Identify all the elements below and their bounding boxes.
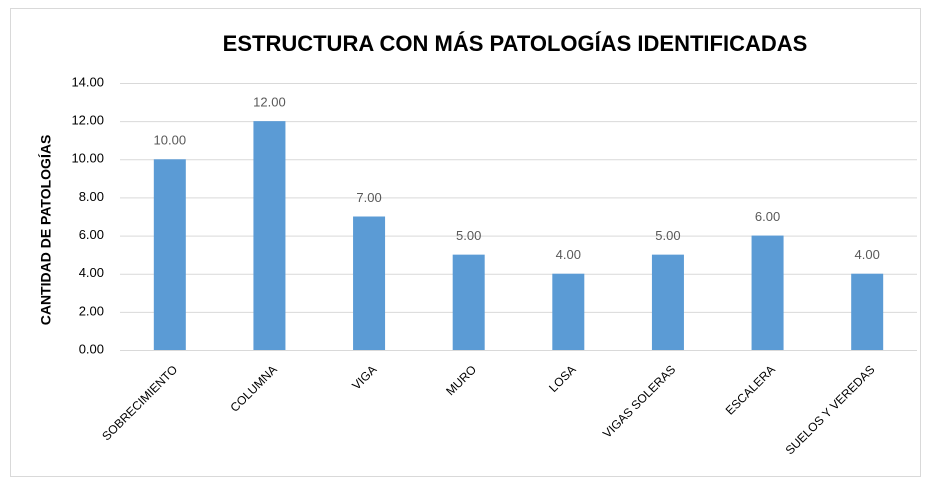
data-label: 7.00	[356, 190, 381, 205]
data-label: 6.00	[755, 209, 780, 224]
y-tick-label: 8.00	[79, 189, 104, 204]
chart-title: ESTRUCTURA CON MÁS PATOLOGÍAS IDENTIFICA…	[223, 31, 808, 56]
y-tick-label: 4.00	[79, 265, 104, 280]
data-label: 5.00	[655, 228, 680, 243]
data-label: 12.00	[253, 95, 286, 110]
y-tick-label: 6.00	[79, 227, 104, 242]
data-label: 5.00	[456, 228, 481, 243]
bar	[253, 121, 286, 351]
bar	[552, 273, 585, 350]
bar	[452, 254, 485, 350]
data-label: 4.00	[855, 247, 880, 262]
y-tick-label: 10.00	[71, 151, 104, 166]
bar	[353, 216, 386, 350]
y-tick-label: 12.00	[71, 113, 104, 128]
bar	[651, 254, 684, 350]
data-label: 10.00	[154, 133, 187, 148]
bar	[751, 235, 784, 350]
data-label: 4.00	[556, 247, 581, 262]
y-axis-label: CANTIDAD DE PATOLOGÍAS	[38, 135, 54, 326]
y-tick-label: 0.00	[79, 341, 104, 356]
y-tick-label: 2.00	[79, 303, 104, 318]
y-tick-label: 14.00	[71, 74, 104, 89]
bar	[851, 273, 884, 350]
bar	[153, 159, 186, 350]
